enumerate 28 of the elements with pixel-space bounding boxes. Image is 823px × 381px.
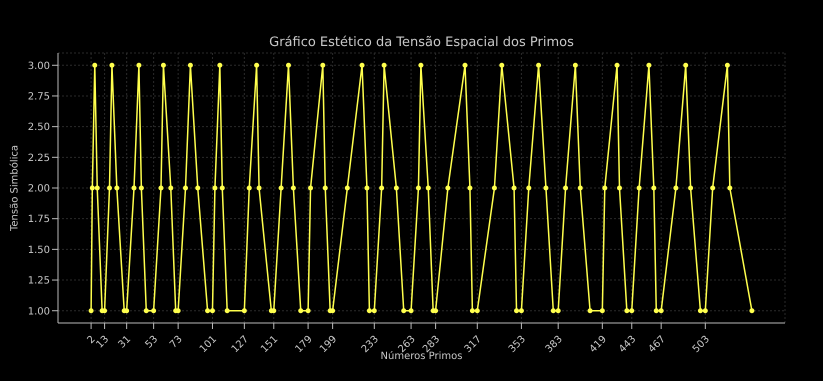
y-tick-label: 1.50 bbox=[28, 244, 50, 256]
y-tick-label: 1.00 bbox=[28, 306, 50, 318]
x-axis-title: Números Primos bbox=[380, 351, 462, 362]
x-tick-label: 443 bbox=[617, 334, 638, 356]
x-tick-label: 31 bbox=[116, 334, 134, 351]
y-tick-label: 2.00 bbox=[28, 184, 50, 195]
y-tick-label: 1.25 bbox=[28, 276, 50, 287]
x-tick-label: 503 bbox=[690, 334, 712, 356]
x-tick-label: 73 bbox=[168, 334, 185, 351]
x-tick-label: 383 bbox=[544, 334, 565, 356]
x-tick-label: 353 bbox=[506, 334, 528, 356]
x-tick-label: 179 bbox=[293, 334, 315, 356]
x-tick-label: 127 bbox=[230, 334, 251, 356]
x-tick-label: 199 bbox=[318, 334, 340, 356]
y-tick-label: 2.25 bbox=[28, 152, 50, 164]
chart-title: Gráfico Estético da Tensão Espacial dos Primos bbox=[268, 35, 575, 50]
y-tick-label: 1.75 bbox=[28, 214, 50, 226]
x-tick-label: 233 bbox=[360, 334, 381, 356]
y-tick-label: 2.75 bbox=[28, 92, 50, 103]
y-tick-label: 3.00 bbox=[28, 60, 50, 72]
x-tick-label: 151 bbox=[259, 334, 280, 356]
x-tick-label: 419 bbox=[588, 334, 609, 356]
x-tick-label: 13 bbox=[94, 334, 112, 351]
x-tick-label: 101 bbox=[198, 334, 220, 356]
y-tick-label: 2.50 bbox=[28, 122, 50, 134]
y-axis-title: Tensão Simbólica bbox=[10, 144, 21, 232]
x-tick-label: 467 bbox=[646, 334, 668, 356]
x-tick-label: 53 bbox=[143, 334, 160, 351]
